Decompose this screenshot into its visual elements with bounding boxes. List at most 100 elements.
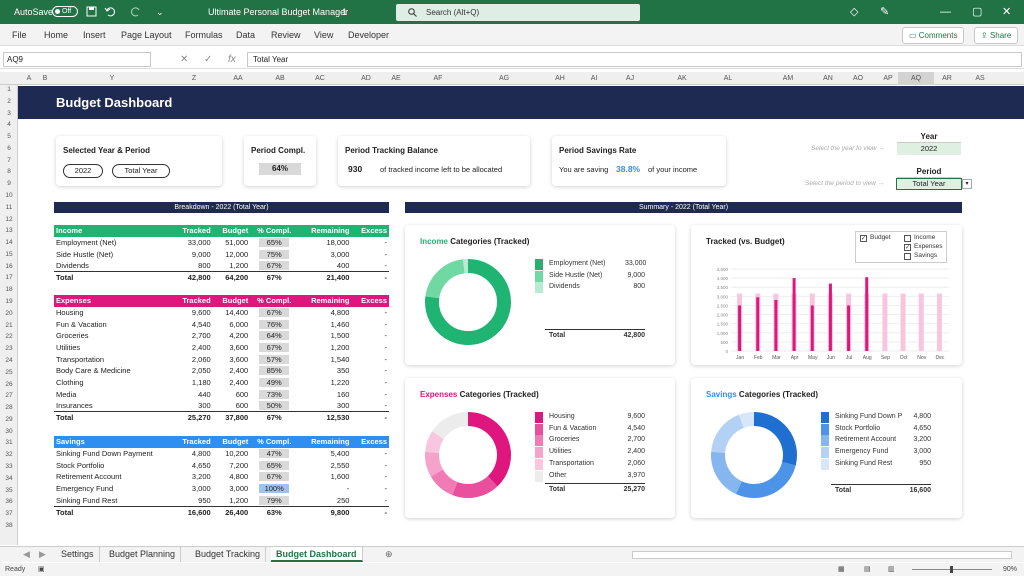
row-header[interactable]: 13 [5,227,13,235]
period-dropdown-icon[interactable]: ▾ [962,179,972,189]
row-header[interactable]: 32 [5,451,13,459]
row-header[interactable]: 30 [5,427,13,435]
col-header[interactable]: A [26,75,32,82]
col-header[interactable]: AK [677,75,687,82]
macro-icon[interactable]: ▣ [38,566,45,573]
col-header[interactable]: AP [883,75,893,82]
col-header[interactable]: AF [433,75,443,82]
menu-file[interactable]: File [12,30,27,40]
row-header[interactable]: 34 [5,474,13,482]
col-header[interactable]: AL [723,75,733,82]
menu-insert[interactable]: Insert [83,30,106,40]
next-sheet-icon[interactable]: ▶ [39,549,46,559]
row-header[interactable]: 12 [5,215,13,223]
minimize-icon[interactable]: — [940,6,951,18]
row-header[interactable]: 16 [5,262,13,270]
page-break-icon[interactable]: ▥ [888,566,895,573]
row-header[interactable]: 31 [5,439,13,447]
row-header[interactable]: 6 [7,144,11,152]
col-header[interactable]: AI [590,75,598,82]
col-header[interactable]: AJ [625,75,635,82]
menu-review[interactable]: Review [271,30,301,40]
row-header[interactable]: 3 [7,109,11,117]
row-header[interactable]: 29 [5,415,13,423]
row-header[interactable]: 15 [5,250,13,258]
formula-input[interactable]: Total Year [247,52,1022,67]
col-header[interactable]: AB [275,75,285,82]
row-header[interactable]: 11 [5,203,13,211]
row-header[interactable]: 1 [7,86,11,93]
zoom-thumb[interactable] [950,566,953,573]
col-header[interactable]: AR [942,75,952,82]
autosave-toggle[interactable]: Off [52,6,78,17]
comments-button[interactable]: ▭ Comments [902,27,965,44]
row-header[interactable]: 14 [5,239,13,247]
page-layout-icon[interactable]: ▤ [864,566,871,573]
col-header[interactable]: AO [852,75,864,82]
year-select[interactable]: 2022 [897,143,961,155]
menu-page-layout[interactable]: Page Layout [121,30,172,40]
menu-formulas[interactable]: Formulas [185,30,223,40]
horizontal-scrollbar[interactable] [632,551,1012,559]
menu-data[interactable]: Data [236,30,256,40]
row-header[interactable]: 33 [5,462,13,470]
col-header[interactable]: AE [391,75,401,82]
menu-developer[interactable]: Developer [348,30,390,40]
row-header[interactable]: 38 [5,521,13,529]
share-button[interactable]: ⇪ Share [974,27,1019,44]
row-header[interactable]: 35 [5,486,13,494]
name-box[interactable]: AQ9 [3,52,151,67]
cancel-icon[interactable]: ✕ [180,54,189,65]
row-header[interactable]: 20 [5,309,13,317]
row-header[interactable]: 23 [5,345,13,353]
prev-sheet-icon[interactable]: ◀ [23,549,30,559]
col-header[interactable]: AQ [898,72,934,85]
pen-icon[interactable]: ✎ [880,6,890,18]
row-header[interactable]: 19 [5,298,13,306]
save-icon[interactable] [86,6,97,17]
row-header[interactable]: 4 [7,121,11,129]
series-checkbox[interactable] [904,253,911,260]
undo-icon[interactable] [104,6,116,17]
row-header[interactable]: 28 [5,404,13,412]
col-header[interactable]: B [42,75,48,82]
tab-budget-dashboard[interactable]: Budget Dashboard [271,547,363,562]
col-header[interactable]: AM [782,75,794,82]
menu-view[interactable]: View [314,30,334,40]
row-header[interactable]: 2 [7,97,11,105]
row-header[interactable]: 37 [5,510,13,518]
row-header[interactable]: 26 [5,380,13,388]
series-checkbox[interactable] [904,235,911,242]
row-header[interactable]: 9 [7,180,11,188]
row-header[interactable]: 17 [5,274,13,282]
tab-settings[interactable]: Settings [56,547,100,562]
row-header[interactable]: 18 [5,286,13,294]
col-header[interactable]: AC [315,75,325,82]
col-header[interactable]: AH [555,75,565,82]
row-header[interactable]: 7 [7,156,11,164]
row-header[interactable]: 27 [5,392,13,400]
tab-budget-tracking[interactable]: Budget Tracking [190,547,267,562]
col-header[interactable]: Y [109,75,115,82]
diamond-icon[interactable]: ◇ [850,6,859,18]
add-sheet-icon[interactable]: ⊕ [385,549,393,559]
tab-budget-planning[interactable]: Budget Planning [104,547,182,562]
col-header[interactable]: AD [361,75,371,82]
restore-icon[interactable]: ▢ [972,6,983,18]
col-header[interactable]: AA [233,75,243,82]
period-select[interactable]: Total Year [896,178,962,190]
row-header[interactable]: 21 [5,321,13,329]
row-header[interactable]: 10 [5,192,13,200]
customize-icon[interactable]: ⌄ [156,7,164,17]
col-header[interactable]: Z [191,75,197,82]
col-header[interactable]: AN [823,75,833,82]
menu-home[interactable]: Home [44,30,69,40]
search-box[interactable]: Search (Alt+Q) [396,4,640,21]
row-header[interactable]: 5 [7,133,11,141]
row-header[interactable]: 8 [7,168,11,176]
row-header[interactable]: 22 [5,333,13,341]
series-checkbox[interactable]: ✓ [904,244,911,251]
function-icon[interactable]: fx [228,54,236,65]
close-icon[interactable]: ✕ [1002,6,1012,18]
normal-view-icon[interactable]: ▦ [838,566,845,573]
